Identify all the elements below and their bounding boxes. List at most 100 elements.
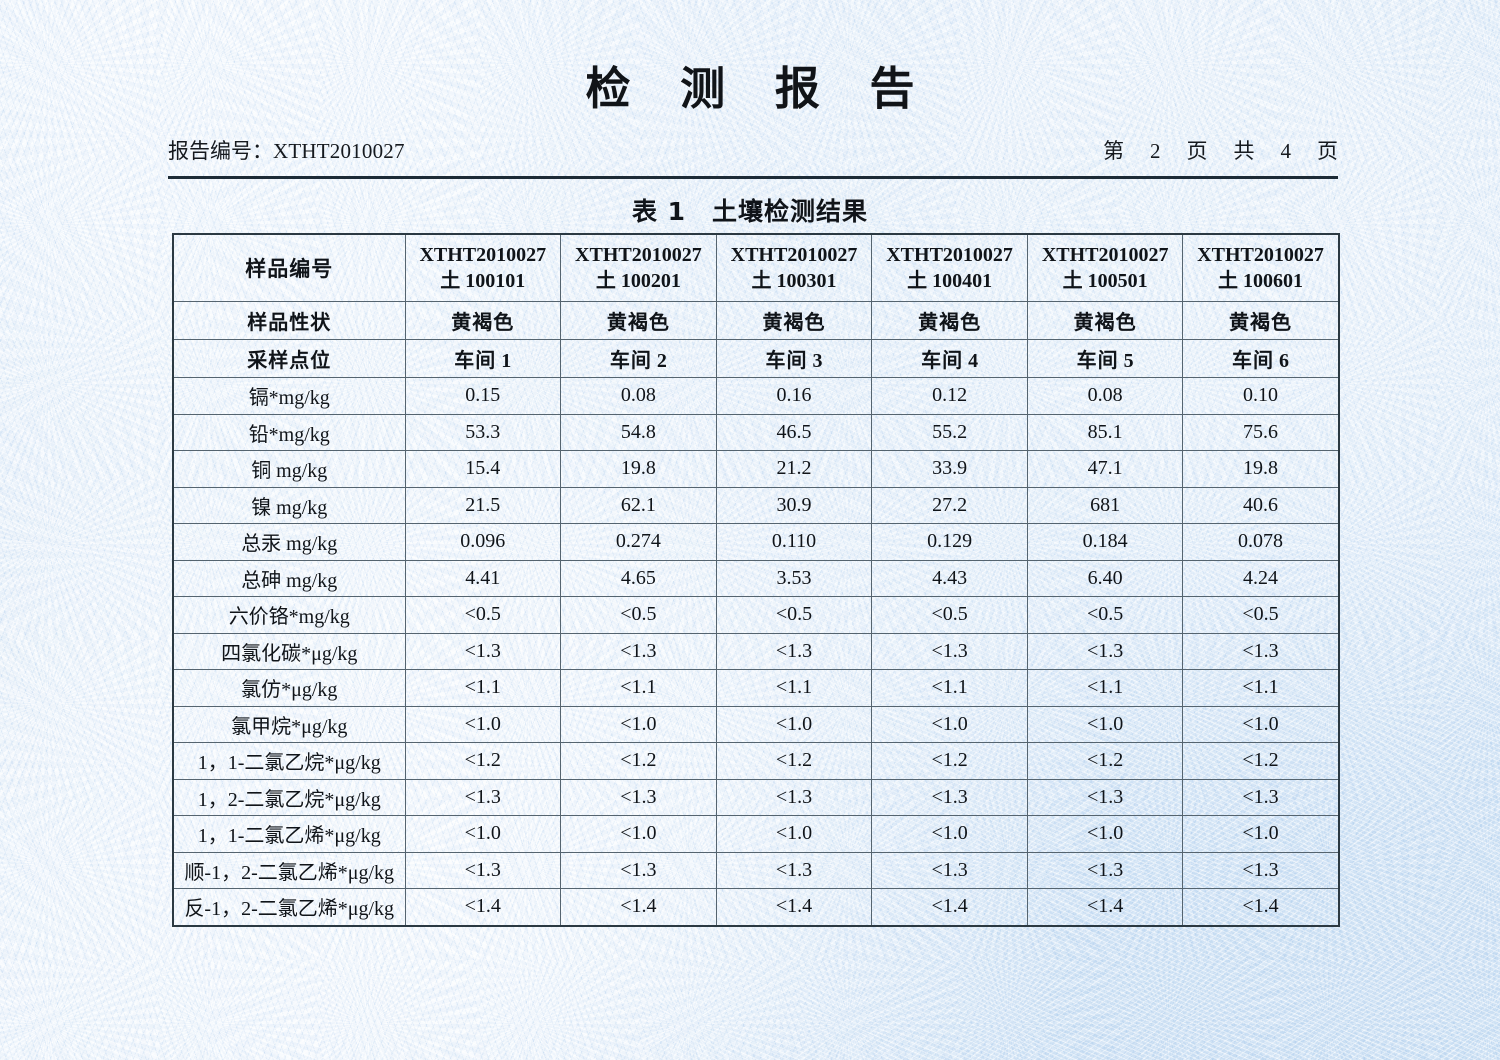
sampling-point-number: 2: [651, 350, 667, 372]
result-cell: <1.3: [404, 632, 562, 670]
result-cell: 4.24: [1182, 559, 1340, 597]
table-row: 四氯化碳*μg/kg <1.3 <1.3 <1.3 <1.3 <1.3 <1.3: [172, 632, 1340, 670]
result-cell: 6.40: [1026, 559, 1184, 597]
result-cell: <0.5: [404, 596, 562, 634]
result-cell: <1.1: [560, 669, 717, 707]
result-cell: 21.2: [715, 450, 873, 488]
result-cell: <1.0: [404, 815, 562, 853]
result-cell: <1.1: [1026, 669, 1184, 707]
result-cell: 0.184: [1026, 523, 1184, 561]
result-cell: <1.0: [871, 705, 1028, 743]
page-indicator: 第 2 页 共 4 页: [1090, 135, 1338, 165]
sampling-point-number: 5: [1118, 350, 1134, 372]
table-header-row: 样品编号 XTHT2010027 土 100101 XTHT2010027 土 1002…: [172, 233, 1340, 302]
sample-id-line-1: XTHT2010027: [730, 243, 858, 266]
result-cell: 33.9: [871, 450, 1028, 488]
result-cell: <0.5: [871, 596, 1028, 634]
analyte-label: 镉*mg/kg: [172, 377, 406, 415]
result-cell: <1.3: [1182, 632, 1340, 670]
result-cell: 0.12: [871, 377, 1028, 415]
report-number-value: XTHT2010027: [273, 139, 405, 163]
table-row: 1，1-二氯乙烷*μg/kg <1.2 <1.2 <1.2 <1.2 <1.2 <1.2: [172, 742, 1340, 780]
result-cell: 27.2: [871, 486, 1028, 524]
result-cell: <1.0: [1182, 815, 1340, 853]
result-cell: <1.1: [404, 669, 562, 707]
table-header-cell: XTHT2010027 土 100201: [560, 233, 717, 302]
result-cell: <0.5: [560, 596, 717, 634]
table-header-cell: 车间 5: [1026, 339, 1184, 378]
sampling-point-number: 6: [1274, 350, 1290, 372]
soil-test-results-table: 样品编号 XTHT2010027 土 100101 XTHT2010027 土 1002…: [172, 233, 1340, 927]
analyte-label: 反-1，2-二氯乙烯*μg/kg: [172, 888, 406, 927]
analyte-label: 总砷 mg/kg: [172, 559, 406, 597]
analyte-label: 四氯化碳*μg/kg: [172, 632, 406, 670]
sampling-point-number: 3: [807, 350, 823, 372]
sample-id-line-1: XTHT2010027: [1197, 243, 1324, 266]
table-caption-text: 土壤检测结果: [712, 197, 869, 226]
table-header-cell: 黄褐色: [1026, 301, 1184, 340]
table-header-cell: 黄褐色: [871, 301, 1028, 340]
result-cell: 85.1: [1026, 413, 1184, 451]
table-header-cell: 车间 6: [1182, 339, 1340, 378]
result-cell: 0.08: [1026, 377, 1184, 415]
analyte-label: 1，1-二氯乙烷*μg/kg: [172, 742, 406, 780]
result-cell: <1.0: [715, 705, 873, 743]
table-row: 1，2-二氯乙烷*μg/kg <1.3 <1.3 <1.3 <1.3 <1.3 <1.3: [172, 778, 1340, 816]
sample-id-line-1: XTHT2010027: [419, 243, 547, 266]
table-header-cell: 黄褐色: [404, 301, 562, 340]
result-cell: 21.5: [404, 486, 562, 524]
result-cell: 0.10: [1182, 377, 1340, 415]
table-row: 镉*mg/kg 0.15 0.08 0.16 0.12 0.08 0.10: [172, 377, 1340, 415]
sample-id-line-1: XTHT2010027: [575, 243, 702, 266]
result-cell: <1.2: [1182, 742, 1340, 780]
page-unit-2: 页: [1317, 139, 1338, 163]
result-cell: <0.5: [1026, 596, 1184, 634]
header-meta-row: 报告编号：XTHT2010027 第 2 页 共 4 页: [168, 135, 1338, 165]
table-header-cell: XTHT2010027 土 100301: [715, 233, 873, 302]
table-row: 氯仿*μg/kg <1.1 <1.1 <1.1 <1.1 <1.1 <1.1: [172, 669, 1340, 707]
table-header-cell: XTHT2010027 土 100101: [404, 233, 562, 302]
page-total: 4: [1280, 139, 1292, 163]
result-cell: <1.0: [715, 815, 873, 853]
result-cell: <1.1: [871, 669, 1028, 707]
report-number: 报告编号：XTHT2010027: [168, 135, 405, 165]
result-cell: <1.0: [1026, 705, 1184, 743]
result-cell: 0.078: [1182, 523, 1340, 561]
table-row: 六价铬*mg/kg <0.5 <0.5 <0.5 <0.5 <0.5 <0.5: [172, 596, 1340, 634]
sampling-point-text: 车间: [765, 348, 808, 372]
analyte-label: 铅*mg/kg: [172, 413, 406, 451]
table-row: 铜 mg/kg 15.4 19.8 21.2 33.9 47.1 19.8: [172, 450, 1340, 488]
table-row: 1，1-二氯乙烯*μg/kg <1.0 <1.0 <1.0 <1.0 <1.0 <1.0: [172, 815, 1340, 853]
analyte-label: 六价铬*mg/kg: [172, 596, 406, 634]
page-current: 2: [1150, 139, 1161, 163]
table-caption-number: 表 1: [631, 197, 687, 226]
page-prefix: 第: [1103, 139, 1124, 163]
result-cell: 0.274: [560, 523, 717, 561]
result-cell: 4.65: [560, 559, 717, 597]
analyte-label: 1，2-二氯乙烷*μg/kg: [172, 778, 406, 816]
result-cell: <1.3: [1182, 778, 1340, 816]
result-cell: <1.3: [715, 632, 873, 670]
result-cell: <1.3: [871, 778, 1028, 816]
sample-id-line-2: 土 100201: [595, 270, 681, 292]
result-cell: <1.4: [715, 888, 873, 927]
row-header-label: 样品性状: [172, 301, 406, 340]
result-cell: <0.5: [715, 596, 873, 634]
result-cell: <1.3: [404, 778, 562, 816]
result-cell: <1.3: [1182, 851, 1340, 889]
sample-id-line-2: 土 100601: [1218, 270, 1304, 292]
table-header-cell: XTHT2010027 土 100501: [1026, 233, 1184, 302]
analyte-label: 1，1-二氯乙烯*μg/kg: [172, 815, 406, 853]
result-cell: <1.4: [1182, 888, 1340, 927]
analyte-label: 氯仿*μg/kg: [172, 669, 406, 707]
table-row: 氯甲烷*μg/kg <1.0 <1.0 <1.0 <1.0 <1.0 <1.0: [172, 705, 1340, 743]
result-cell: 19.8: [560, 450, 717, 488]
sampling-point-text: 车间: [454, 348, 497, 372]
result-cell: 0.16: [715, 377, 873, 415]
sampling-point-text: 车间: [1076, 348, 1119, 372]
result-cell: <1.3: [560, 632, 717, 670]
result-cell: <1.3: [560, 851, 717, 889]
table-header-row: 采样点位 车间 1 车间 2 车间 3 车间 4 车间 5 车间 6: [172, 339, 1340, 378]
result-cell: 3.53: [715, 559, 873, 597]
sampling-point-text: 车间: [921, 348, 964, 372]
